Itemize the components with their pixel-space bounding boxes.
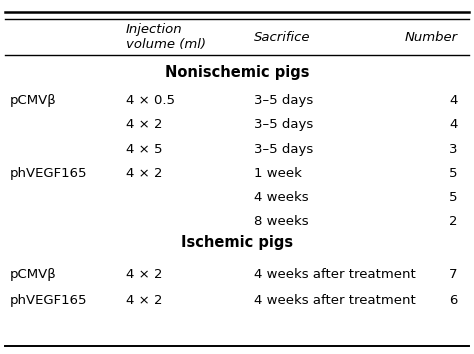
Text: 7: 7 [449, 268, 457, 281]
Text: 4 weeks after treatment: 4 weeks after treatment [254, 268, 415, 281]
Text: 3–5 days: 3–5 days [254, 143, 313, 155]
Text: 6: 6 [449, 294, 457, 307]
Text: 4 × 2: 4 × 2 [126, 167, 162, 179]
Text: 3–5 days: 3–5 days [254, 95, 313, 107]
Text: 1 week: 1 week [254, 167, 301, 179]
Text: 5: 5 [449, 191, 457, 204]
Text: phVEGF165: phVEGF165 [9, 294, 87, 307]
Text: 4 × 0.5: 4 × 0.5 [126, 95, 174, 107]
Text: 4: 4 [449, 119, 457, 131]
Text: pCMVβ: pCMVβ [9, 95, 56, 107]
Text: Nonischemic pigs: Nonischemic pigs [165, 65, 309, 80]
Text: phVEGF165: phVEGF165 [9, 167, 87, 179]
Text: Number: Number [404, 31, 457, 44]
Text: Sacrifice: Sacrifice [254, 31, 310, 44]
Text: 4 × 2: 4 × 2 [126, 119, 162, 131]
Text: 8 weeks: 8 weeks [254, 215, 308, 228]
Text: 5: 5 [449, 167, 457, 179]
Text: 3: 3 [449, 143, 457, 155]
Text: 3–5 days: 3–5 days [254, 119, 313, 131]
Text: 4: 4 [449, 95, 457, 107]
Text: 4 × 2: 4 × 2 [126, 294, 162, 307]
Text: 4 × 5: 4 × 5 [126, 143, 162, 155]
Text: 2: 2 [449, 215, 457, 228]
Text: 4 × 2: 4 × 2 [126, 268, 162, 281]
Text: Ischemic pigs: Ischemic pigs [181, 235, 293, 250]
Text: pCMVβ: pCMVβ [9, 268, 56, 281]
Text: 4 weeks: 4 weeks [254, 191, 308, 204]
Text: 4 weeks after treatment: 4 weeks after treatment [254, 294, 415, 307]
Text: Injection
volume (ml): Injection volume (ml) [126, 23, 206, 51]
